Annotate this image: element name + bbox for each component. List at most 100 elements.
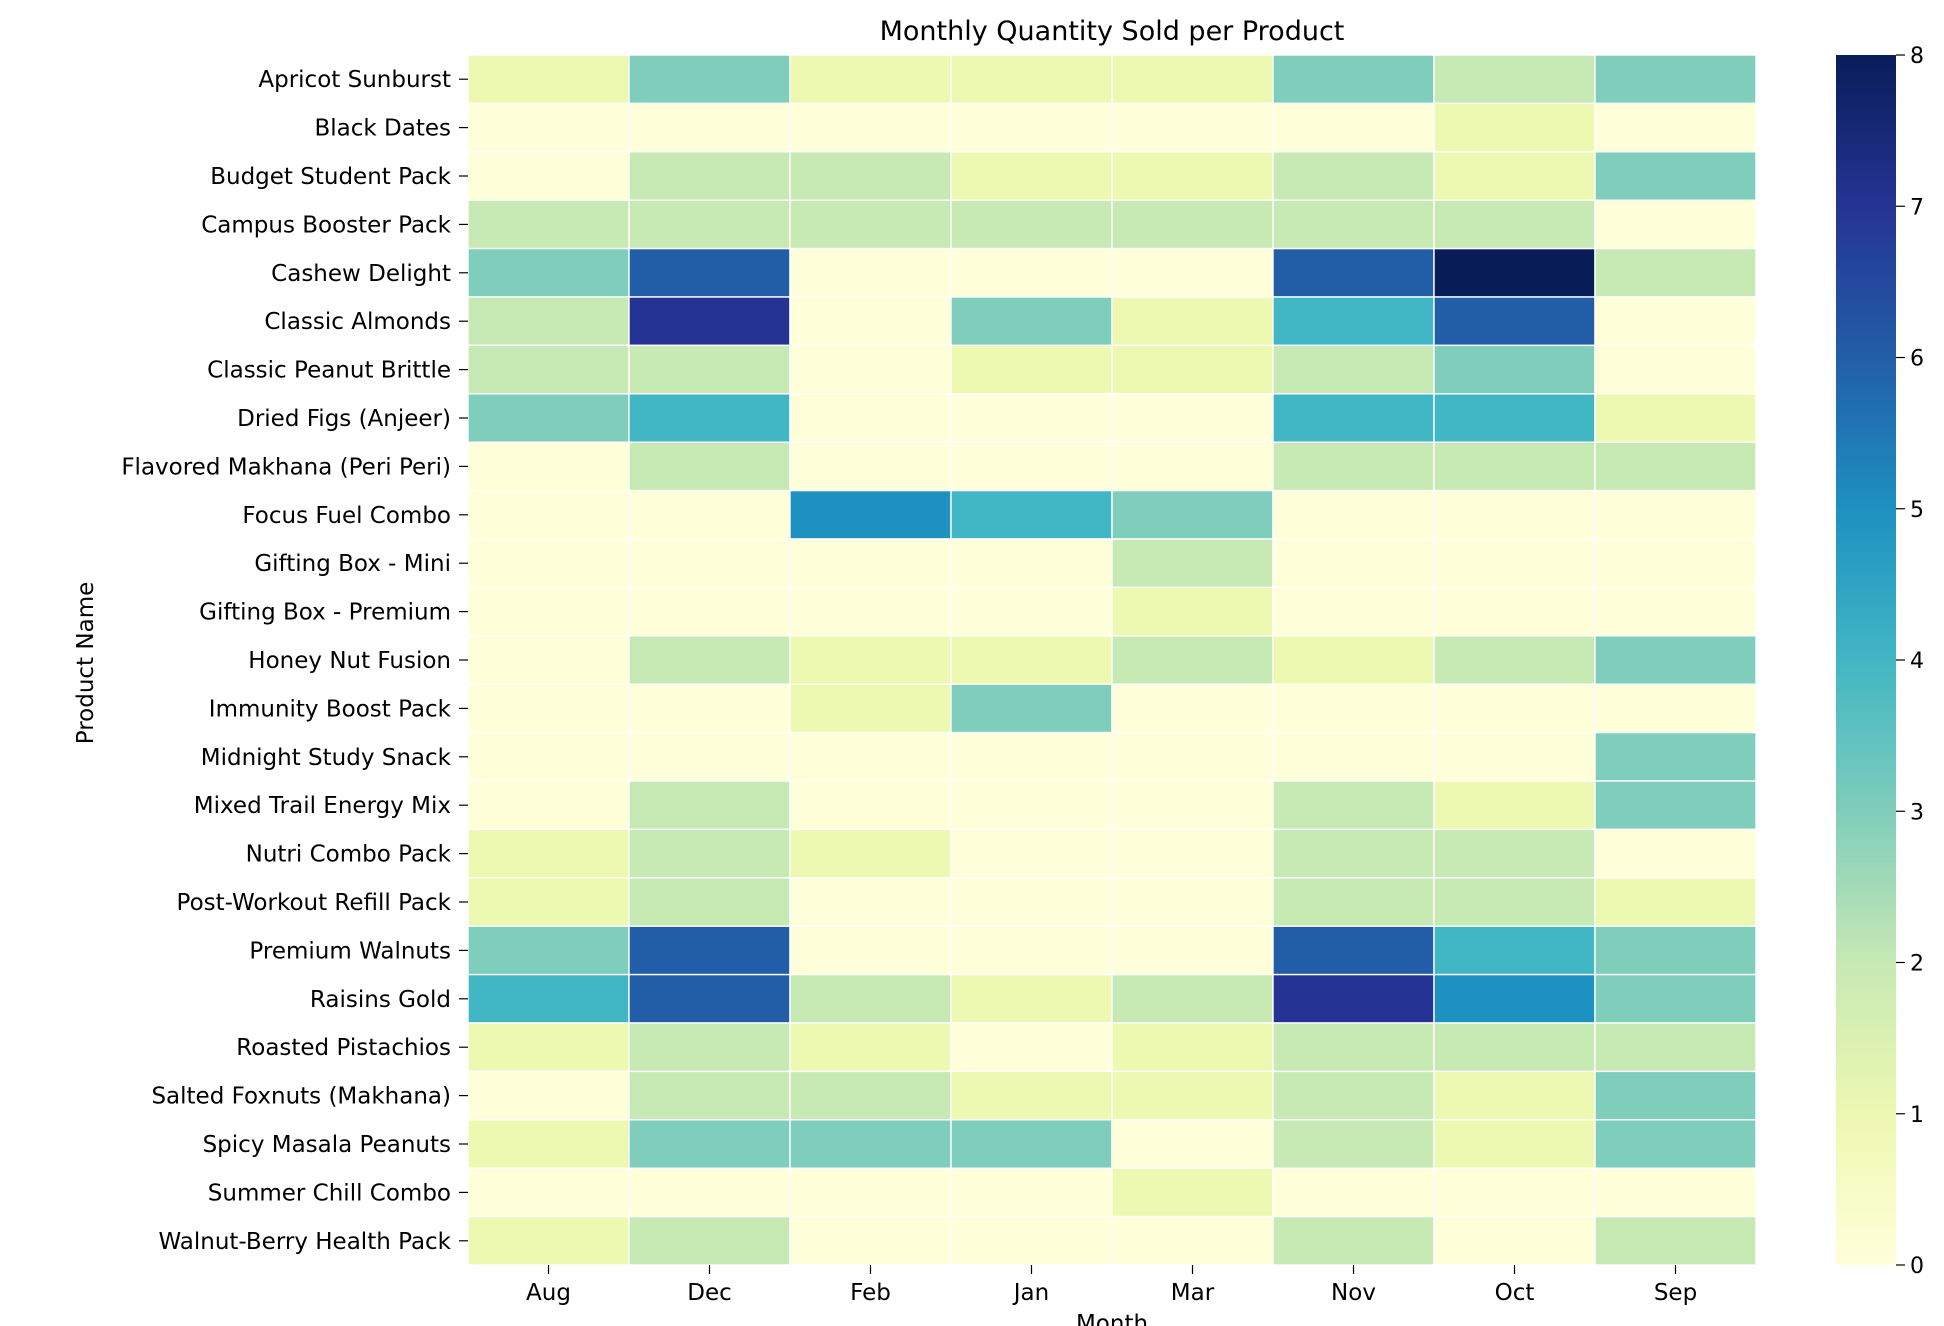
y-tick-label: Gifting Box - Premium (199, 600, 451, 626)
heatmap-cell (467, 199, 630, 250)
heatmap-cell (950, 635, 1113, 685)
heatmap-cell (1594, 151, 1757, 201)
heatmap-cell (1111, 54, 1274, 105)
y-tick-label: Focus Fuel Combo (242, 503, 451, 529)
heatmap-cell (467, 393, 630, 443)
heatmap-cell (950, 1119, 1113, 1169)
colorbar-tick-label: 0 (1910, 1254, 1924, 1279)
heatmap-cell (628, 344, 791, 395)
heatmap-cell (628, 441, 791, 492)
heatmap-cell (1433, 1167, 1596, 1218)
heatmap-cell (628, 1167, 791, 1218)
heatmap-cell (467, 247, 630, 298)
heatmap-cell (789, 1215, 952, 1266)
heatmap-cell (1111, 828, 1274, 879)
heatmap-cell (950, 393, 1113, 443)
heatmap-cell (1433, 925, 1596, 976)
x-tick-label: Sep (1654, 1280, 1697, 1306)
heatmap-cell (950, 102, 1113, 153)
heatmap-cell (950, 731, 1113, 782)
colorbar-tick-label: 5 (1910, 498, 1924, 523)
heatmap-cell (789, 247, 952, 298)
heatmap-cell (1272, 538, 1435, 589)
y-tick-label: Midnight Study Snack (201, 745, 452, 771)
heatmap-cell (1433, 441, 1596, 492)
x-tick-label: Dec (687, 1280, 732, 1306)
heatmap-cell (628, 586, 791, 637)
heatmap-cell (789, 54, 952, 105)
heatmap-cell (628, 199, 791, 250)
heatmap-cell (1433, 199, 1596, 250)
heatmap-cell (1594, 199, 1757, 250)
heatmap-cell (1594, 1167, 1757, 1218)
heatmap-cell (628, 151, 791, 201)
heatmap-cell (789, 828, 952, 879)
heatmap-cell (1594, 538, 1757, 589)
y-tick-label: Apricot Sunburst (258, 67, 451, 93)
heatmap-cell (1433, 344, 1596, 395)
y-axis-label: Product Name (73, 582, 99, 745)
heatmap-cell (789, 877, 952, 927)
heatmap-cell (1272, 344, 1435, 395)
heatmap-cell (1433, 102, 1596, 153)
heatmap-cell (1272, 151, 1435, 201)
heatmap-cell (789, 102, 952, 153)
heatmap-cell (1272, 1167, 1435, 1218)
y-tick-label: Roasted Pistachios (236, 1035, 451, 1061)
heatmap-cells (467, 54, 1757, 1266)
heatmap-cell (628, 780, 791, 831)
heatmap-cell (467, 1070, 630, 1121)
heatmap-cell (467, 151, 630, 201)
heatmap-cell (467, 538, 630, 589)
heatmap-cell (1111, 877, 1274, 927)
heatmap-cell (1433, 538, 1596, 589)
y-tick-label: Flavored Makhana (Peri Peri) (121, 454, 451, 480)
x-tick-label: Mar (1171, 1280, 1215, 1306)
heatmap-cell (1272, 1215, 1435, 1266)
x-axis-ticks: Aug Dec Feb Jan Mar Nov Oct Sep (526, 1265, 1697, 1306)
heatmap-cell (1272, 296, 1435, 347)
heatmap-cell (789, 731, 952, 782)
y-tick-label: Spicy Masala Peanuts (203, 1132, 451, 1158)
heatmap-cell (1433, 296, 1596, 347)
colorbar-tick-label: 8 (1910, 44, 1924, 69)
colorbar-tick-label: 7 (1910, 195, 1924, 220)
heatmap-cell (789, 1070, 952, 1121)
y-tick-label: Campus Booster Pack (201, 212, 451, 238)
heatmap-cell (1111, 151, 1274, 201)
x-tick-label: Nov (1331, 1280, 1376, 1306)
heatmap-cell (1433, 1119, 1596, 1169)
heatmap-cell (467, 877, 630, 927)
heatmap-cell (1433, 151, 1596, 201)
heatmap-cell (467, 635, 630, 685)
heatmap-cell (1594, 1119, 1757, 1169)
heatmap-cell (789, 635, 952, 685)
heatmap-cell (789, 489, 952, 540)
heatmap-cell (467, 1119, 630, 1169)
heatmap-cell (1433, 489, 1596, 540)
heatmap-cell (467, 296, 630, 347)
heatmap-cell (950, 1167, 1113, 1218)
heatmap-cell (1594, 247, 1757, 298)
y-tick-label: Mixed Trail Energy Mix (194, 793, 451, 819)
heatmap-cell (1272, 199, 1435, 250)
heatmap-cell (628, 683, 791, 734)
heatmap-cell (1272, 683, 1435, 734)
heatmap-cell (950, 296, 1113, 347)
heatmap-cell (628, 828, 791, 879)
heatmap-cell (1433, 731, 1596, 782)
heatmap-cell (628, 296, 791, 347)
heatmap-cell (1111, 102, 1274, 153)
heatmap-cell (628, 102, 791, 153)
heatmap-cell (950, 441, 1113, 492)
heatmap-cell (628, 393, 791, 443)
y-tick-label: Premium Walnuts (249, 938, 451, 964)
heatmap-cell (789, 586, 952, 637)
heatmap-cell (628, 877, 791, 927)
x-axis-label: Month (1076, 1311, 1148, 1326)
heatmap-cell (1111, 1070, 1274, 1121)
y-tick-label: Classic Peanut Brittle (207, 358, 451, 384)
heatmap-cell (1111, 441, 1274, 492)
colorbar-tick-label: 3 (1910, 800, 1924, 825)
heatmap-cell (467, 683, 630, 734)
